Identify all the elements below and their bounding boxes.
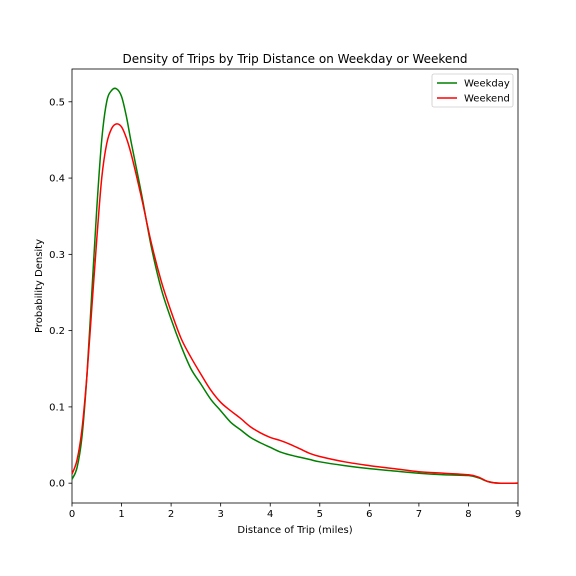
x-axis-label: Distance of Trip (miles) bbox=[237, 525, 352, 536]
x-tick-label: 1 bbox=[118, 509, 124, 520]
legend-label-weekend: Weekend bbox=[464, 94, 510, 105]
x-tick-label: 8 bbox=[465, 509, 471, 520]
x-tick-label: 9 bbox=[515, 509, 521, 520]
x-tick-label: 4 bbox=[267, 509, 273, 520]
chart-title: Density of Trips by Trip Distance on Wee… bbox=[122, 52, 467, 66]
series-layer bbox=[71, 87, 519, 485]
x-ticks: 0 1 2 3 4 5 6 7 8 9 bbox=[69, 503, 521, 520]
plot-frame bbox=[71, 68, 519, 504]
x-tick-label: 0 bbox=[69, 509, 75, 520]
y-axis-label: Probability Density bbox=[34, 239, 45, 333]
x-tick-label: 3 bbox=[217, 509, 223, 520]
y-tick-label: 0.4 bbox=[49, 174, 65, 185]
y-tick-label: 0.2 bbox=[49, 326, 65, 337]
series-line-weekday bbox=[71, 87, 519, 485]
x-tick-label: 2 bbox=[168, 509, 174, 520]
legend-label-weekday: Weekday bbox=[464, 79, 510, 90]
y-tick-label: 0.3 bbox=[49, 250, 65, 261]
y-tick-label: 0.1 bbox=[49, 402, 65, 413]
x-tick-label: 7 bbox=[416, 509, 422, 520]
series-line-weekend bbox=[71, 123, 519, 485]
y-tick-label: 0.0 bbox=[49, 479, 65, 490]
x-tick-label: 5 bbox=[317, 509, 323, 520]
x-tick-label: 6 bbox=[366, 509, 372, 520]
y-tick-label: 0.5 bbox=[49, 97, 65, 108]
legend: Weekday Weekend bbox=[431, 73, 514, 108]
y-ticks: 0.0 0.1 0.2 0.3 0.4 0.5 bbox=[49, 97, 72, 490]
